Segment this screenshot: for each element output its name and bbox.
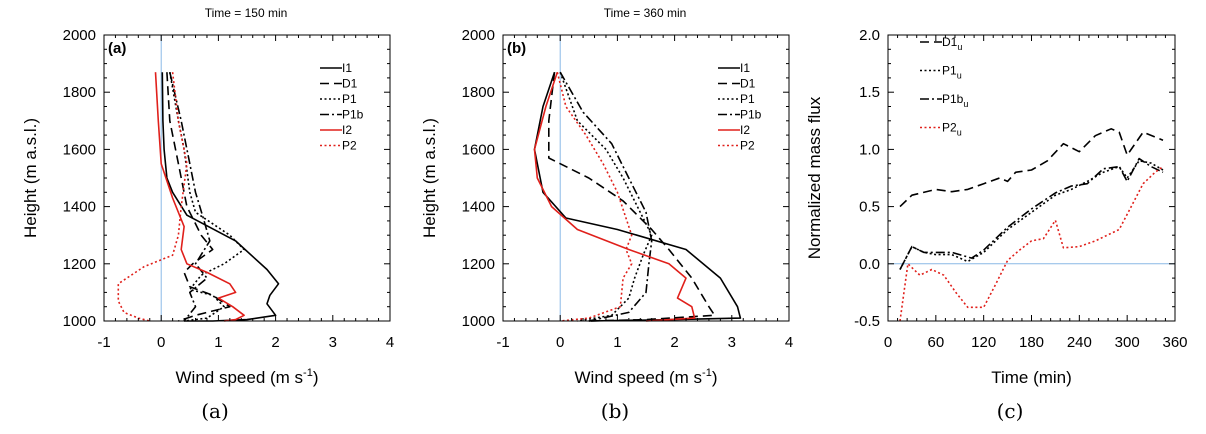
x-axis-title: Wind speed (m s-1) <box>575 367 718 387</box>
panel-label: (a) <box>108 40 126 57</box>
panel-b-title: Time = 360 min <box>604 6 687 20</box>
y-tick-label: 1.0 <box>859 141 880 158</box>
legend-label: P2 <box>740 139 755 153</box>
y-axis-title: Normalized mass flux <box>805 96 824 259</box>
legend-label: D1 <box>342 77 358 91</box>
series-line-i2 <box>533 71 696 322</box>
caption-a: (a) <box>201 399 229 423</box>
x-tick-label: 300 <box>1115 334 1140 351</box>
y-tick-label: 2000 <box>63 27 96 44</box>
legend-label: P2 <box>342 139 357 153</box>
legend-label: P1b <box>342 108 364 122</box>
x-tick-label: 0 <box>556 334 564 351</box>
y-tick-label: 1400 <box>63 199 96 216</box>
legend-label: I1 <box>342 61 352 75</box>
legend-label: D1 <box>740 77 756 91</box>
wind-profile-panel-a: Time = 150 min -1 0 1 2 3 4 1000 1200 1400 1600 18… <box>21 6 394 387</box>
y-axis-title: Height (m a.s.l.) <box>21 118 40 238</box>
x-tick-label: 1 <box>613 334 621 351</box>
x-tick-label: 240 <box>1067 334 1092 351</box>
y-tick-label: -0.5 <box>854 313 880 330</box>
series-line-p1 <box>169 72 245 322</box>
x-axis-title: Wind speed (m s-1) <box>176 367 319 387</box>
plot-frame <box>887 34 1176 322</box>
x-tick-label: -1 <box>97 334 110 351</box>
y-tick-label: 1.5 <box>859 84 880 101</box>
series-line-p1b <box>559 71 653 322</box>
x-tick-label: 0 <box>157 334 165 351</box>
caption-b: (b) <box>601 399 629 423</box>
series-line-p1b <box>899 157 1164 270</box>
mass-flux-panel-c: 0 60 120 180 240 300 360 -0.5 0.0 0.5 1.0 1.5 2.0 Tim… <box>805 27 1188 387</box>
x-tick-label: 60 <box>927 334 944 351</box>
x-tick-label: 4 <box>785 334 793 351</box>
y-tick-label: 0.5 <box>859 199 880 216</box>
series-line-p2 <box>556 72 633 322</box>
x-tick-label: 120 <box>971 334 996 351</box>
y-tick-label: 1800 <box>63 84 96 101</box>
series-line-d1 <box>166 72 231 322</box>
y-tick-label: 2000 <box>462 27 495 44</box>
y-tick-label: 1000 <box>462 313 495 330</box>
panel-a-title: Time = 150 min <box>205 6 288 20</box>
legend: D1u P1u P1bu P2u <box>920 35 968 138</box>
y-tick-label: 1200 <box>462 256 495 273</box>
series-line-i1 <box>161 72 280 322</box>
x-tick-label: 3 <box>728 334 736 351</box>
x-axis-title: Time (min) <box>991 368 1072 387</box>
y-tick-label: 1400 <box>462 199 495 216</box>
x-tick-label: 2 <box>271 334 279 351</box>
y-tick-label: 1600 <box>462 141 495 158</box>
legend-label: P2u <box>942 121 962 138</box>
y-axis-title: Height (m a.s.l.) <box>420 118 439 238</box>
x-tick-label: 4 <box>386 334 394 351</box>
legend-label: P1 <box>342 92 357 106</box>
series-line-i1 <box>533 71 742 322</box>
x-tick-label: 360 <box>1162 334 1187 351</box>
caption-c: (c) <box>997 399 1024 423</box>
x-tick-label: 180 <box>1019 334 1044 351</box>
legend-label: P1b <box>740 108 762 122</box>
x-tick-label: 2 <box>670 334 678 351</box>
series-line-i2 <box>154 72 245 322</box>
x-tick-label: -1 <box>496 334 509 351</box>
legend-label: P1u <box>942 64 962 81</box>
series-line-d1 <box>899 128 1164 208</box>
series-line-p2 <box>117 72 188 322</box>
series-line-p1 <box>899 160 1164 270</box>
wind-profile-panel-b: Time = 360 min -1 0 1 2 3 4 1000 1200 1400 1600 18… <box>420 6 793 387</box>
y-tick-label: 1200 <box>63 256 96 273</box>
legend-label: P1bu <box>942 92 968 109</box>
series-line-p1 <box>559 71 653 322</box>
x-tick-label: 0 <box>884 334 892 351</box>
x-tick-label: 1 <box>214 334 222 351</box>
y-tick-label: 1600 <box>63 141 96 158</box>
y-tick-label: 0.0 <box>859 256 880 273</box>
y-tick-label: 1800 <box>462 84 495 101</box>
series-line-d1 <box>547 72 716 322</box>
x-tick-label: 3 <box>329 334 337 351</box>
legend-label: P1 <box>740 92 755 106</box>
y-tick-label: 1000 <box>63 313 96 330</box>
legend-label: I1 <box>740 61 750 75</box>
legend-label: I2 <box>342 123 352 137</box>
legend-label: I2 <box>740 123 750 137</box>
panel-label: (b) <box>507 40 526 57</box>
legend-label: D1u <box>942 35 962 52</box>
series-line-p1b <box>169 72 211 322</box>
y-tick-label: 2.0 <box>859 27 880 44</box>
